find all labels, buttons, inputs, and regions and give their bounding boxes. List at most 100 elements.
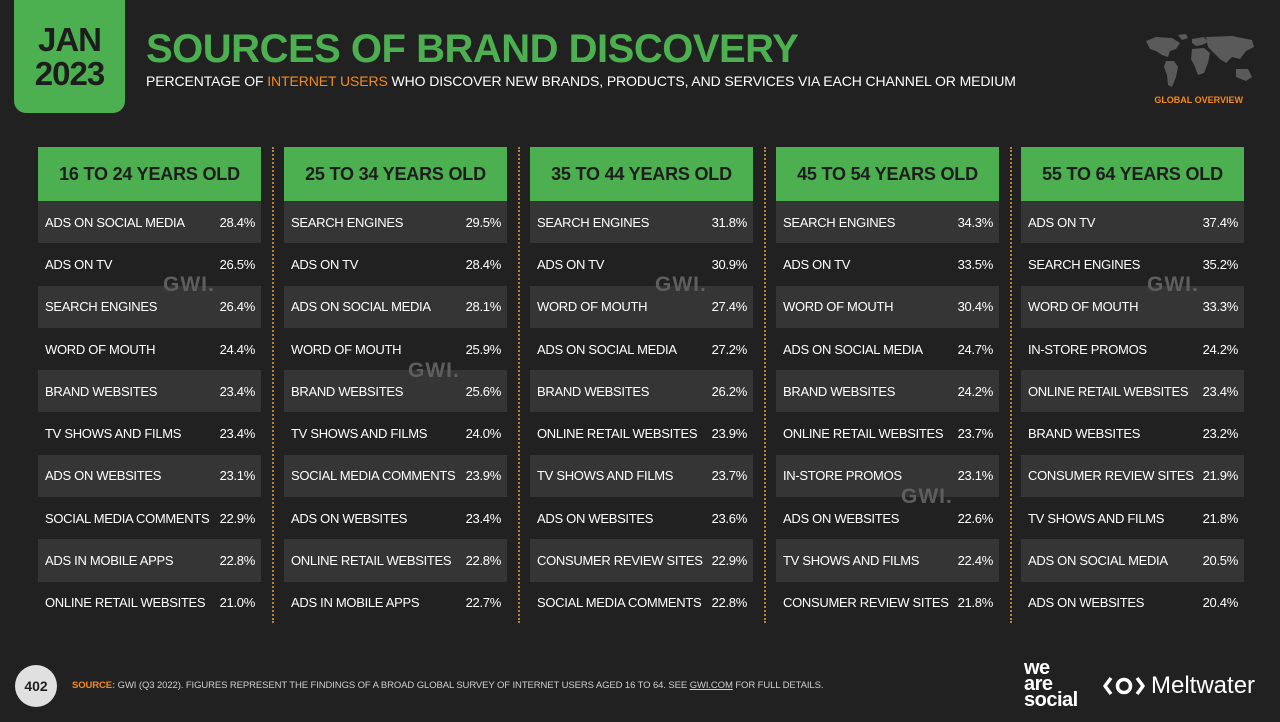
table-row: ADS ON SOCIAL MEDIA 28.4% [38, 201, 261, 244]
row-label: ADS ON WEBSITES [1028, 595, 1145, 611]
row-label: ADS ON SOCIAL MEDIA [1028, 553, 1168, 569]
row-value: 24.2% [957, 383, 994, 399]
logo-word: we [1024, 657, 1050, 679]
table-row: SEARCH ENGINES 31.8% [530, 201, 753, 244]
table-row: WORD OF MOUTH 27.4% [530, 285, 753, 328]
row-label: WORD OF MOUTH [291, 341, 402, 357]
table-row: CONSUMER REVIEW SITES 21.8% [776, 582, 999, 624]
row-value: 23.6% [711, 510, 748, 526]
table-row: ADS ON SOCIAL MEDIA 27.2% [530, 328, 753, 370]
table-row: ADS ON TV 33.5% [776, 243, 999, 285]
row-label: CONSUMER REVIEW SITES [1028, 468, 1194, 484]
we-are-social-logo: we are social [1024, 657, 1078, 711]
table-row: WORD OF MOUTH 30.4% [776, 285, 999, 328]
row-label: ADS ON SOCIAL MEDIA [45, 214, 185, 230]
column-divider [764, 147, 766, 623]
row-label: BRAND WEBSITES [1028, 426, 1141, 442]
row-label: SEARCH ENGINES [783, 214, 896, 230]
source-text: GWI (Q3 2022). FIGURES REPRESENT THE FIN… [115, 680, 690, 691]
table-row: WORD OF MOUTH 24.4% [38, 328, 261, 370]
row-label: SOCIAL MEDIA COMMENTS [291, 468, 456, 484]
page-title: SOURCES OF BRAND DISCOVERY [146, 27, 799, 71]
table-row: ADS ON TV 26.5% [38, 243, 261, 285]
table-row: ONLINE RETAIL WEBSITES 22.8% [284, 539, 507, 582]
table-row: BRAND WEBSITES 23.4% [38, 370, 261, 413]
row-value: 30.9% [711, 256, 748, 272]
row-value: 37.4% [1202, 214, 1239, 230]
row-label: CONSUMER REVIEW SITES [783, 595, 949, 611]
row-label: WORD OF MOUTH [1028, 299, 1139, 315]
row-label: TV SHOWS AND FILMS [1028, 510, 1165, 526]
meltwater-logo: Meltwater [1103, 672, 1255, 700]
gwi-watermark: GWI. [901, 485, 953, 508]
row-value: 28.4% [219, 214, 256, 230]
meltwater-wordmark: Meltwater [1151, 672, 1256, 699]
row-label: TV SHOWS AND FILMS [45, 426, 182, 442]
table-row: BRAND WEBSITES 25.6% [284, 370, 507, 413]
table-row: IN-STORE PROMOS 24.2% [1021, 328, 1244, 370]
table-row: SEARCH ENGINES 26.4% [38, 285, 261, 328]
column-rows: SEARCH ENGINES 31.8% ADS ON TV 30.9% WORD … [530, 201, 753, 624]
row-label: BRAND WEBSITES [537, 383, 650, 399]
table-row: SOCIAL MEDIA COMMENTS 22.8% [530, 582, 753, 624]
badge-month: JAN [37, 21, 102, 58]
table-row: ONLINE RETAIL WEBSITES 23.7% [776, 412, 999, 454]
column-rows: SEARCH ENGINES 29.5% ADS ON TV 28.4% ADS O… [284, 201, 507, 624]
row-value: 24.4% [219, 341, 256, 357]
table-row: TV SHOWS AND FILMS 23.4% [38, 412, 261, 454]
row-value: 22.8% [219, 553, 256, 569]
row-label: WORD OF MOUTH [537, 299, 648, 315]
table-row: TV SHOWS AND FILMS 23.7% [530, 454, 753, 498]
table-row: ADS ON TV 30.9% [530, 243, 753, 285]
column-45-54: 45 TO 54 YEARS OLD SEARCH ENGINES 34.3% A… [776, 147, 999, 624]
table-row: WORD OF MOUTH 25.9% [284, 328, 507, 370]
row-value: 24.2% [1202, 341, 1239, 357]
row-label: SOCIAL MEDIA COMMENTS [537, 595, 702, 611]
row-label: ADS ON WEBSITES [291, 510, 408, 526]
row-label: ONLINE RETAIL WEBSITES [537, 426, 698, 442]
row-label: ADS ON TV [291, 256, 359, 272]
row-value: 31.8% [711, 214, 748, 230]
row-value: 30.4% [957, 299, 994, 315]
row-label: ADS ON SOCIAL MEDIA [537, 341, 677, 357]
row-value: 21.9% [1202, 468, 1239, 484]
row-label: SEARCH ENGINES [291, 214, 404, 230]
table-row: ADS ON TV 28.4% [284, 243, 507, 285]
row-value: 25.6% [465, 383, 502, 399]
world-map-icon [1146, 34, 1254, 87]
table-row: ADS ON TV 37.4% [1021, 201, 1244, 244]
row-value: 33.3% [1202, 299, 1239, 315]
column-header: 55 TO 64 YEARS OLD [1021, 147, 1244, 201]
row-value: 23.1% [219, 468, 256, 484]
row-label: ONLINE RETAIL WEBSITES [1028, 383, 1189, 399]
row-label: WORD OF MOUTH [45, 341, 156, 357]
row-value: 26.4% [219, 299, 256, 315]
table-row: ADS IN MOBILE APPS 22.7% [284, 582, 507, 624]
date-badge: JAN 2023 [14, 0, 125, 113]
row-value: 23.4% [465, 510, 502, 526]
column-rows: SEARCH ENGINES 34.3% ADS ON TV 33.5% WORD … [776, 201, 999, 624]
row-value: 23.1% [957, 468, 994, 484]
table-row: SEARCH ENGINES 29.5% [284, 201, 507, 244]
badge-year: 2023 [34, 55, 105, 92]
row-label: IN-STORE PROMOS [1028, 341, 1147, 357]
row-label: BRAND WEBSITES [783, 383, 896, 399]
gwi-watermark: GWI. [163, 273, 215, 296]
logo-word: are [1024, 673, 1053, 695]
row-value: 29.5% [465, 214, 502, 230]
row-label: CONSUMER REVIEW SITES [537, 553, 703, 569]
row-label: ONLINE RETAIL WEBSITES [45, 595, 206, 611]
row-label: ADS ON WEBSITES [783, 510, 900, 526]
table-row: CONSUMER REVIEW SITES 21.9% [1021, 454, 1244, 498]
row-label: TV SHOWS AND FILMS [783, 553, 920, 569]
row-label: ADS ON TV [783, 256, 851, 272]
row-value: 23.4% [219, 426, 256, 442]
row-label: ADS ON TV [537, 256, 605, 272]
row-value: 27.4% [711, 299, 748, 315]
row-value: 35.2% [1202, 256, 1239, 272]
logo-word: social [1024, 689, 1078, 711]
table-row: BRAND WEBSITES 26.2% [530, 370, 753, 413]
table-row: SOCIAL MEDIA COMMENTS 23.9% [284, 454, 507, 498]
source-link[interactable]: GWI.COM [689, 680, 733, 691]
row-label: IN-STORE PROMOS [783, 468, 902, 484]
